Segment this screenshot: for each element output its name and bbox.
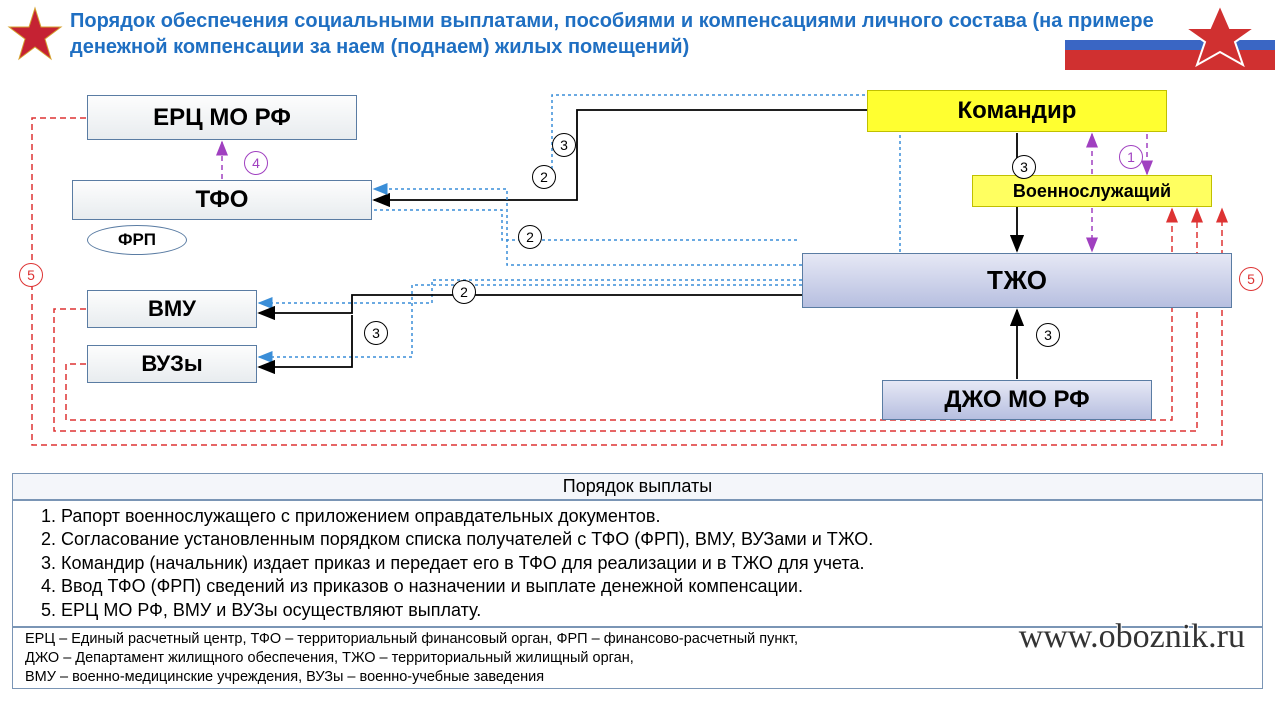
abbrev-line: ЕРЦ – Единый расчетный центр, ТФО – терр… bbox=[25, 630, 1250, 649]
node-erc: ЕРЦ МО РФ bbox=[87, 95, 357, 140]
header: Порядок обеспечения социальными выплатам… bbox=[0, 0, 1275, 70]
payment-item: Командир (начальник) издает приказ и пер… bbox=[41, 552, 1250, 575]
badge-5-8: 5 bbox=[19, 263, 43, 287]
node-tfo: ТФО bbox=[72, 180, 372, 220]
badge-3-10: 3 bbox=[1036, 323, 1060, 347]
node-vuzy: ВУЗы bbox=[87, 345, 257, 383]
payment-item: ЕРЦ МО РФ, ВМУ и ВУЗы осуществляют выпла… bbox=[41, 599, 1250, 622]
node-soldier: Военнослужащий bbox=[972, 175, 1212, 207]
payment-item: Ввод ТФО (ФРП) сведений из приказов о на… bbox=[41, 575, 1250, 598]
abbrev-line: ДЖО – Департамент жилищного обеспечения,… bbox=[25, 649, 1250, 668]
abbrev-line: ВМУ – военно-медицинские учреждения, ВУЗ… bbox=[25, 668, 1250, 687]
abbrev-box: ЕРЦ – Единый расчетный центр, ТФО – терр… bbox=[12, 627, 1263, 690]
node-frp: ФРП bbox=[87, 225, 187, 255]
badge-3-3: 3 bbox=[1012, 155, 1036, 179]
payment-list: Рапорт военнослужащего с приложением опр… bbox=[12, 500, 1263, 627]
badge-2-5: 2 bbox=[518, 225, 542, 249]
badge-4-0: 4 bbox=[244, 151, 268, 175]
badge-3-2: 3 bbox=[552, 133, 576, 157]
badge-1-4: 1 bbox=[1119, 145, 1143, 169]
diagram-area: ЕРЦ МО РФ ТФО ВМУ ВУЗы Командир Военнослужащи… bbox=[12, 85, 1262, 465]
badge-2-6: 2 bbox=[452, 280, 476, 304]
footer: Порядок выплаты Рапорт военнослужащего с… bbox=[12, 473, 1263, 689]
page-title: Порядок обеспечения социальными выплатам… bbox=[70, 8, 1205, 60]
payment-item: Согласование установленным порядком спис… bbox=[41, 528, 1250, 551]
badge-2-1: 2 bbox=[532, 165, 556, 189]
node-tjo: ТЖО bbox=[802, 253, 1232, 308]
node-djo: ДЖО МО РФ bbox=[882, 380, 1152, 420]
payment-title: Порядок выплаты bbox=[12, 473, 1263, 500]
badge-5-9: 5 bbox=[1239, 267, 1263, 291]
node-vmu: ВМУ bbox=[87, 290, 257, 328]
payment-item: Рапорт военнослужащего с приложением опр… bbox=[41, 505, 1250, 528]
badge-3-7: 3 bbox=[364, 321, 388, 345]
node-commander: Командир bbox=[867, 90, 1167, 132]
